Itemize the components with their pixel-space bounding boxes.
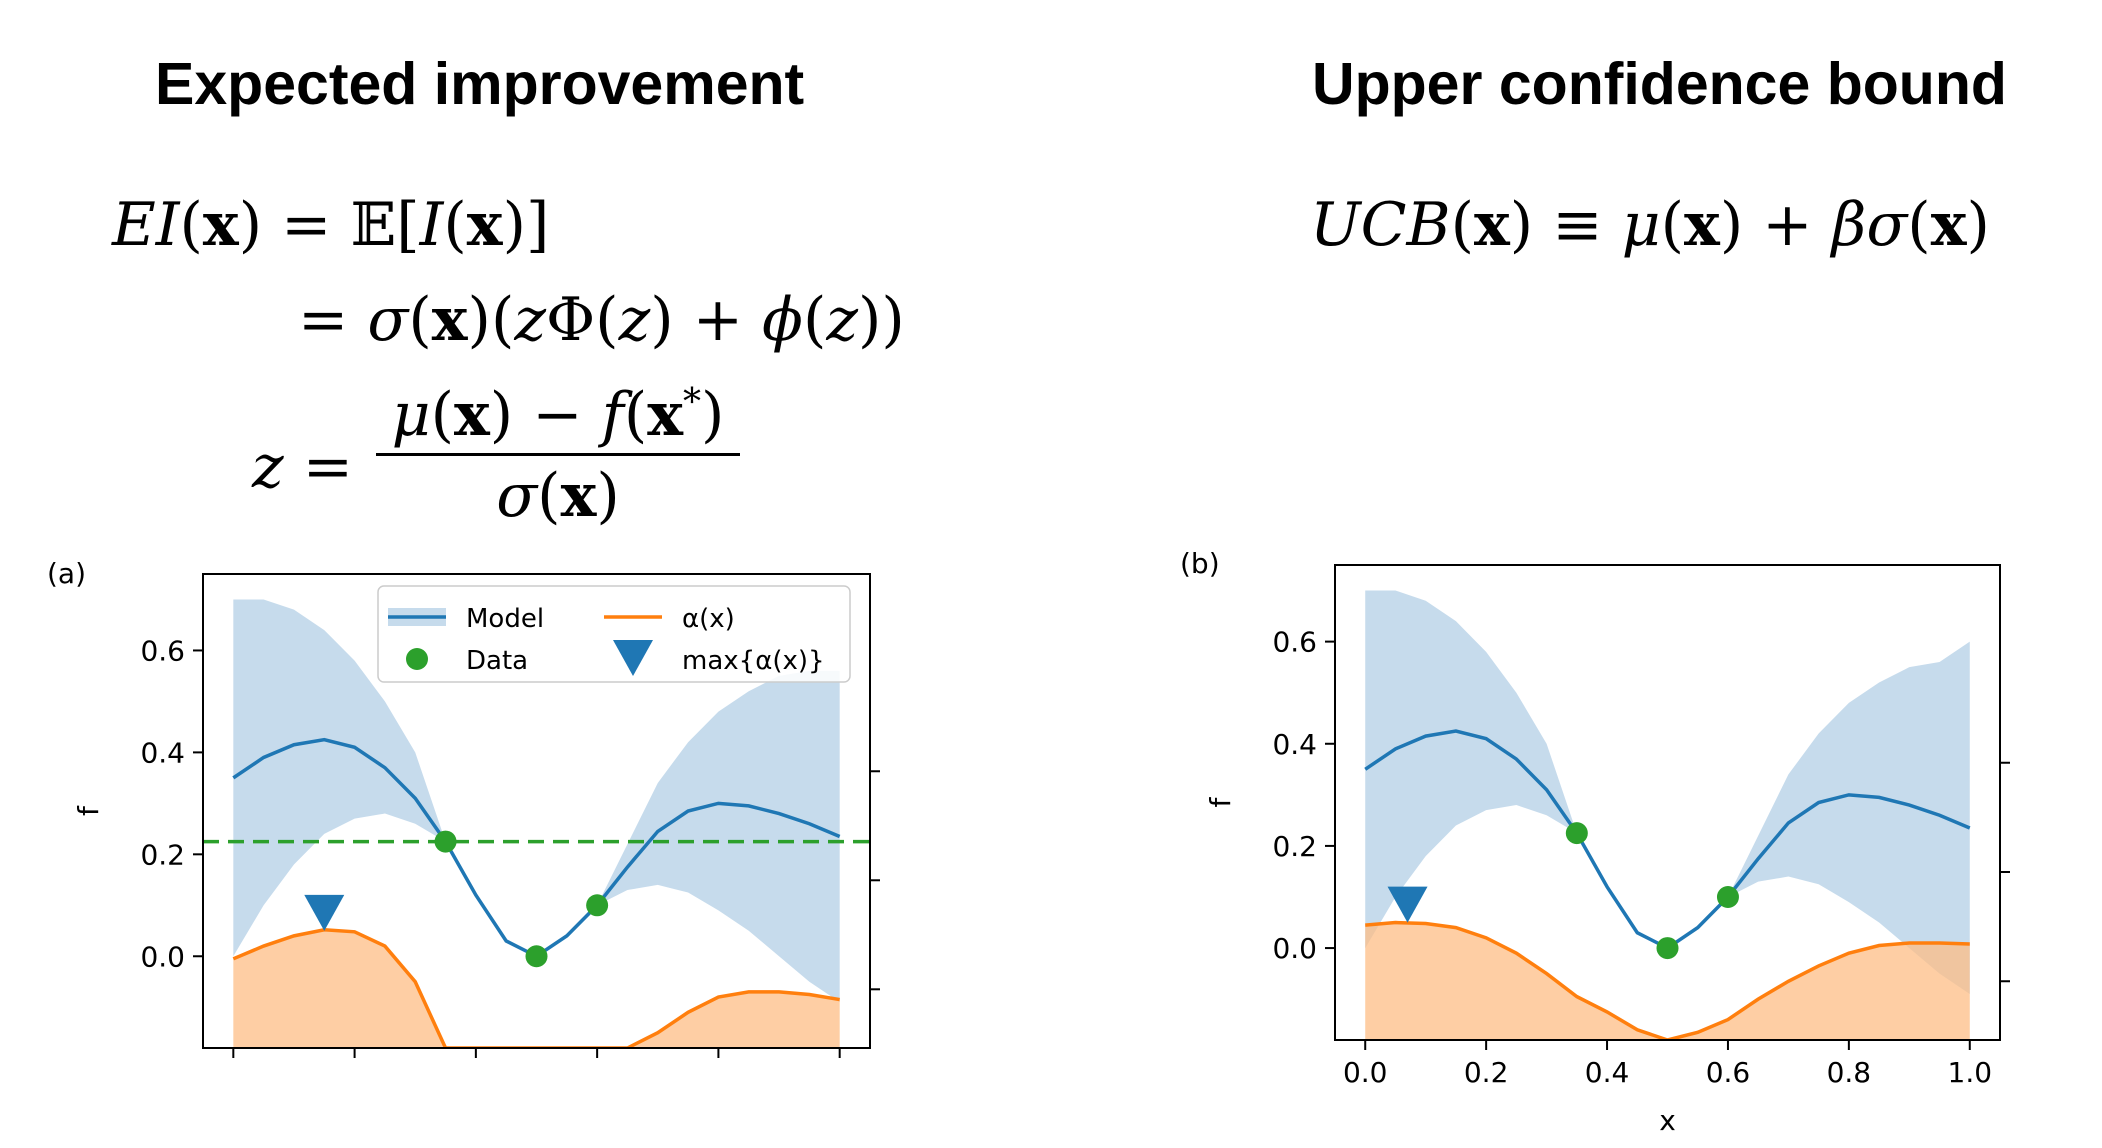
legend-model-label: Model bbox=[466, 604, 544, 634]
max-acquisition-marker bbox=[1387, 886, 1428, 923]
panel-a-chart: 0.0 0.2 0.4 0.6 f (a) Model Data α(x) max{α(x)} bbox=[47, 557, 880, 1058]
data-point bbox=[1656, 937, 1679, 960]
y-tick-label: 0.0 bbox=[140, 940, 185, 973]
ei-z-fraction: μ(x) − f(x*) σ(x) bbox=[376, 385, 740, 526]
legend-box bbox=[377, 585, 851, 683]
acquisition-fill bbox=[233, 929, 840, 1048]
y-tick-label: 0.6 bbox=[1272, 626, 1317, 659]
x-tick-label: 0.2 bbox=[1464, 1056, 1509, 1089]
data-point bbox=[434, 830, 457, 853]
data-point bbox=[1565, 822, 1588, 845]
x-tick-label: 0.6 bbox=[1706, 1056, 1751, 1089]
acquisition-line bbox=[232, 927, 840, 1048]
y-axis-label: f bbox=[72, 805, 105, 816]
expected-improvement-title: Expected improvement bbox=[155, 51, 805, 117]
x-tick-label: 0.8 bbox=[1827, 1056, 1872, 1089]
x-tick-label: 0.4 bbox=[1585, 1056, 1630, 1089]
confidence-band bbox=[233, 599, 840, 1003]
y-tick-label: 0.4 bbox=[140, 736, 185, 769]
ei-z-numerator: μ(x) − f(x*) bbox=[391, 380, 725, 450]
acquisition-line bbox=[1365, 920, 1970, 1040]
x-axis-label: x bbox=[1659, 1104, 1676, 1137]
x-tick-label: 0.0 bbox=[1343, 1056, 1388, 1089]
panel-label: (a) bbox=[47, 557, 86, 590]
y-tick-label: 0.6 bbox=[140, 634, 185, 667]
confidence-band bbox=[1365, 590, 1970, 995]
data-point bbox=[525, 945, 548, 968]
panel-b-chart: 0.0 0.2 0.4 0.6 0.0 0.2 0.4 0.6 0.8 1.0 f x (b) bbox=[1180, 547, 2010, 1137]
ei-z-denominator: σ(x) bbox=[496, 461, 620, 531]
axes-frame bbox=[202, 573, 871, 1049]
y-tick-label: 0.2 bbox=[1272, 830, 1317, 863]
ei-z-lhs: z = bbox=[252, 432, 353, 502]
x-tick-label: 1.0 bbox=[1948, 1056, 1993, 1089]
data-point bbox=[1716, 885, 1739, 908]
ei-equation-line-1: EI(x) = 𝔼[I(x)] bbox=[112, 190, 550, 260]
axes-frame bbox=[1334, 564, 2001, 1041]
ei-z-fraction-bar bbox=[376, 453, 740, 456]
ucb-equation: UCB(x) ≡ μ(x) + βσ(x) bbox=[1310, 190, 1990, 260]
legend-acq-label: α(x) bbox=[682, 604, 735, 634]
legend-data-swatch bbox=[406, 648, 428, 670]
legend-data-label: Data bbox=[466, 646, 528, 676]
y-axis-label: f bbox=[1204, 796, 1237, 807]
legend-max-label: max{α(x)} bbox=[682, 646, 825, 676]
plot-area-0 bbox=[203, 599, 870, 1048]
plot-area-1 bbox=[1364, 590, 1971, 1040]
data-point bbox=[586, 894, 609, 917]
legend-max-swatch bbox=[613, 640, 653, 676]
y-tick-label: 0.4 bbox=[1272, 728, 1317, 761]
y-tick-label: 0.2 bbox=[140, 838, 185, 871]
max-acquisition-marker bbox=[304, 894, 345, 931]
upper-confidence-bound-title: Upper confidence bound bbox=[1312, 51, 2007, 117]
y-tick-label: 0.0 bbox=[1272, 932, 1317, 965]
panel-label: (b) bbox=[1180, 547, 1220, 580]
ei-equation-line-2: = σ(x)(zΦ(z) + ϕ(z)) bbox=[298, 285, 905, 355]
acquisition-fill bbox=[1365, 922, 1970, 1040]
